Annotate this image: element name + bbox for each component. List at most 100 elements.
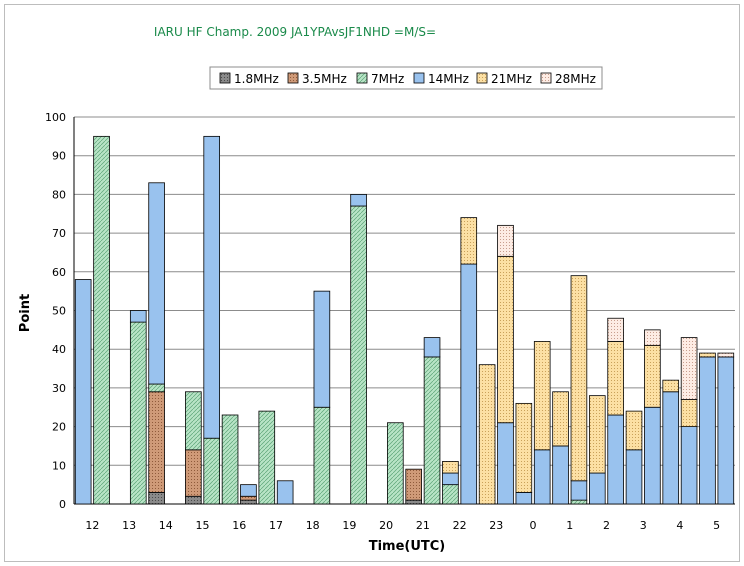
bar-segment-14MHz	[717, 356, 735, 505]
y-tick-label: 70	[52, 227, 66, 240]
bar-segment-14MHz	[423, 337, 441, 358]
bar-segment-21MHz	[607, 341, 624, 416]
x-tick-label: 4	[676, 519, 683, 532]
legend-swatch-14MHz	[413, 72, 425, 84]
x-tick-label: 1	[566, 519, 573, 532]
bar-segment-14MHz	[699, 356, 716, 505]
bar-segment-21MHz	[570, 275, 588, 482]
legend: 1.8MHz 3.5MHz 7MHz 14MHz 21MHz 28MHz	[209, 66, 603, 90]
chart-title: IARU HF Champ. 2009 JA1YPAvsJF1NHD =M/S=	[154, 25, 436, 39]
bar-segment-14MHz	[313, 290, 331, 408]
legend-swatch-1.8MHz	[219, 72, 231, 84]
bar-segment-3.5MHz	[240, 495, 257, 501]
bar-segment-14MHz	[680, 426, 698, 505]
bar-segment-7MHz	[423, 356, 441, 505]
bar-segment-14MHz	[203, 135, 221, 439]
x-tick-label: 12	[85, 519, 99, 532]
bar-segment-14MHz	[515, 491, 533, 505]
bar-segment-14MHz	[570, 480, 588, 501]
x-axis-title: Time(UTC)	[369, 539, 446, 554]
x-axis: 12 13 14 15 16 17 18 19 20 21 22 23 0 1 2 3 4 5	[85, 519, 720, 532]
bar-segment-7MHz	[313, 406, 331, 505]
bar-segment-7MHz	[442, 484, 459, 505]
x-tick-label: 14	[159, 519, 173, 532]
bar-segment-21MHz	[460, 217, 478, 265]
x-tick-label: 18	[306, 519, 320, 532]
y-tick-label: 40	[52, 343, 66, 356]
bar-segment-14MHz	[625, 449, 643, 505]
bar-segment-7MHz	[570, 499, 588, 505]
bar-segment-3.5MHz	[148, 391, 165, 493]
x-tick-label: 2	[603, 519, 610, 532]
y-tick-label: 80	[52, 188, 66, 201]
legend-swatch-21MHz	[476, 72, 488, 84]
x-tick-label: 15	[196, 519, 210, 532]
bar-segment-14MHz	[129, 310, 147, 323]
x-tick-label: 22	[453, 519, 467, 532]
x-tick-label: 23	[489, 519, 503, 532]
chart-svg: IARU HF Champ. 2009 JA1YPAvsJF1NHD =M/S=…	[18, 25, 735, 554]
legend-box	[209, 66, 603, 90]
bar-segment-14MHz	[460, 263, 478, 505]
bars	[74, 135, 735, 505]
legend-label-14MHz: 14MHz	[428, 72, 469, 86]
y-tick-label: 90	[52, 150, 66, 163]
bar-segment-7MHz	[93, 135, 110, 505]
bar-segment-7MHz	[185, 391, 202, 451]
bar-segment-28MHz	[607, 317, 624, 342]
bar-segment-14MHz	[607, 414, 624, 505]
x-tick-label: 21	[416, 519, 430, 532]
y-tick-label: 50	[52, 305, 66, 318]
bar-segment-3.5MHz	[185, 449, 202, 497]
bar-segment-28MHz	[717, 352, 735, 358]
legend-label-21MHz: 21MHz	[491, 72, 532, 86]
y-axis-title: Point	[18, 294, 33, 332]
bar-segment-14MHz	[442, 472, 459, 486]
bar-segment-28MHz	[497, 224, 514, 257]
bar-segment-14MHz	[533, 449, 551, 505]
bar-segment-28MHz	[680, 337, 698, 400]
bar-segment-7MHz	[387, 422, 404, 505]
bar-segment-1.8MHz	[148, 491, 165, 505]
bar-segment-21MHz	[497, 255, 514, 424]
bar-segment-7MHz	[258, 410, 276, 505]
bar-segment-21MHz	[533, 341, 551, 451]
bar-segment-28MHz	[644, 329, 661, 346]
bar-segment-7MHz	[129, 321, 147, 505]
bar-segment-21MHz	[478, 364, 496, 505]
y-tick-label: 10	[52, 459, 66, 472]
bar-segment-14MHz	[644, 406, 661, 505]
bar-segment-14MHz	[74, 279, 92, 505]
x-tick-label: 19	[342, 519, 356, 532]
gridlines	[74, 116, 735, 505]
bar-segment-21MHz	[442, 461, 459, 474]
bar-segment-21MHz	[662, 379, 680, 393]
bar-segment-14MHz	[497, 422, 514, 505]
y-tick-label: 60	[52, 266, 66, 279]
legend-swatch-7MHz	[356, 72, 368, 84]
x-tick-label: 16	[232, 519, 246, 532]
y-tick-label: 100	[45, 111, 66, 124]
bar-segment-21MHz	[588, 395, 606, 474]
bar-segment-1.8MHz	[185, 495, 202, 505]
x-tick-label: 13	[122, 519, 136, 532]
bar-segment-21MHz	[699, 352, 716, 358]
x-tick-label: 20	[379, 519, 393, 532]
x-tick-label: 3	[640, 519, 647, 532]
bar-segment-14MHz	[240, 484, 257, 497]
bar-segment-1.8MHz	[240, 499, 257, 505]
bar-segment-7MHz	[221, 414, 239, 505]
bar-segment-7MHz	[148, 383, 165, 393]
bar-segment-7MHz	[203, 437, 221, 505]
bar-segment-14MHz	[588, 472, 606, 505]
y-tick-label: 30	[52, 382, 66, 395]
bar-segment-14MHz	[350, 193, 367, 207]
x-tick-label: 0	[530, 519, 537, 532]
legend-label-1.8MHz: 1.8MHz	[234, 72, 279, 86]
chart-frame: IARU HF Champ. 2009 JA1YPAvsJF1NHD =M/S=…	[4, 4, 740, 562]
legend-swatch-3.5MHz	[287, 72, 299, 84]
x-tick-label: 5	[713, 519, 720, 532]
bar-segment-21MHz	[680, 399, 698, 428]
bar-segment-21MHz	[644, 344, 661, 408]
bar-segment-1.8MHz	[405, 499, 422, 505]
